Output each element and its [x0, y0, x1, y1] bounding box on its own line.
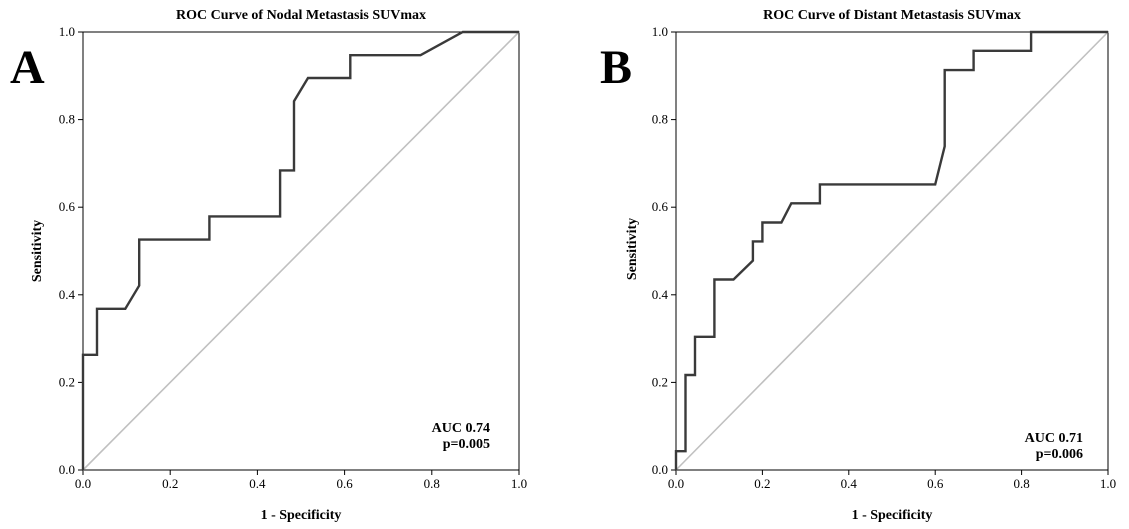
y-tick-label: 1.0	[652, 24, 668, 39]
y-tick-labels: 0.0 0.2 0.4 0.6 0.8 1.0	[652, 24, 669, 477]
x-tick-label: 0.6	[927, 476, 944, 491]
x-tick-label: 0.2	[754, 476, 770, 491]
y-tick-label: 0.6	[652, 199, 669, 214]
y-tick-label: 0.4	[652, 287, 669, 302]
y-tick-label: 0.2	[652, 374, 668, 389]
p-value-annotation: p=0.005	[443, 437, 490, 452]
roc-chart-distant: B ROC Curve of Distant Metastasis SUVmax…	[600, 8, 1116, 523]
reference-diagonal-line	[676, 32, 1108, 470]
y-tick-label: 0.6	[59, 199, 76, 214]
x-tick-label: 0.2	[162, 476, 178, 491]
y-tick-label: 0.2	[59, 374, 75, 389]
x-tick-label: 0.8	[424, 476, 440, 491]
x-tick-labels: 0.0 0.2 0.4 0.6 0.8 1.0	[75, 476, 527, 491]
y-tick-label: 0.4	[59, 287, 76, 302]
x-tick-label: 0.4	[841, 476, 858, 491]
auc-annotation: AUC 0.71	[1025, 431, 1083, 446]
chart-title: ROC Curve of Distant Metastasis SUVmax	[763, 8, 1021, 23]
x-tick-label: 1.0	[511, 476, 527, 491]
y-axis-label: Sensitivity	[30, 220, 45, 282]
y-tick-label: 0.0	[652, 462, 668, 477]
reference-diagonal-line	[83, 32, 519, 470]
y-tick-label: 0.8	[59, 112, 75, 127]
x-tick-label: 0.6	[336, 476, 353, 491]
panel-label-b: B	[600, 41, 632, 94]
x-axis-label: 1 - Specificity	[261, 508, 342, 523]
x-tick-label: 0.4	[249, 476, 266, 491]
y-axis-label: Sensitivity	[625, 218, 640, 280]
x-tick-label: 0.8	[1013, 476, 1029, 491]
chart-title: ROC Curve of Nodal Metastasis SUVmax	[176, 8, 426, 23]
x-tick-label: 0.0	[668, 476, 684, 491]
x-axis-label: 1 - Specificity	[852, 508, 933, 523]
auc-annotation: AUC 0.74	[432, 421, 490, 436]
plot-marks	[78, 32, 519, 475]
x-tick-label: 0.0	[75, 476, 91, 491]
x-tick-label: 1.0	[1100, 476, 1116, 491]
y-tick-label: 1.0	[59, 24, 75, 39]
x-tick-labels: 0.0 0.2 0.4 0.6 0.8 1.0	[668, 476, 1116, 491]
y-tick-label: 0.0	[59, 462, 75, 477]
plot-marks	[671, 32, 1108, 475]
y-tick-labels: 0.0 0.2 0.4 0.6 0.8 1.0	[59, 24, 76, 477]
panel-label-a: A	[10, 41, 45, 94]
y-tick-label: 0.8	[652, 112, 668, 127]
p-value-annotation: p=0.006	[1036, 447, 1083, 462]
roc-chart-nodal: A ROC Curve of Nodal Metastasis SUVmax 0…	[10, 8, 527, 523]
